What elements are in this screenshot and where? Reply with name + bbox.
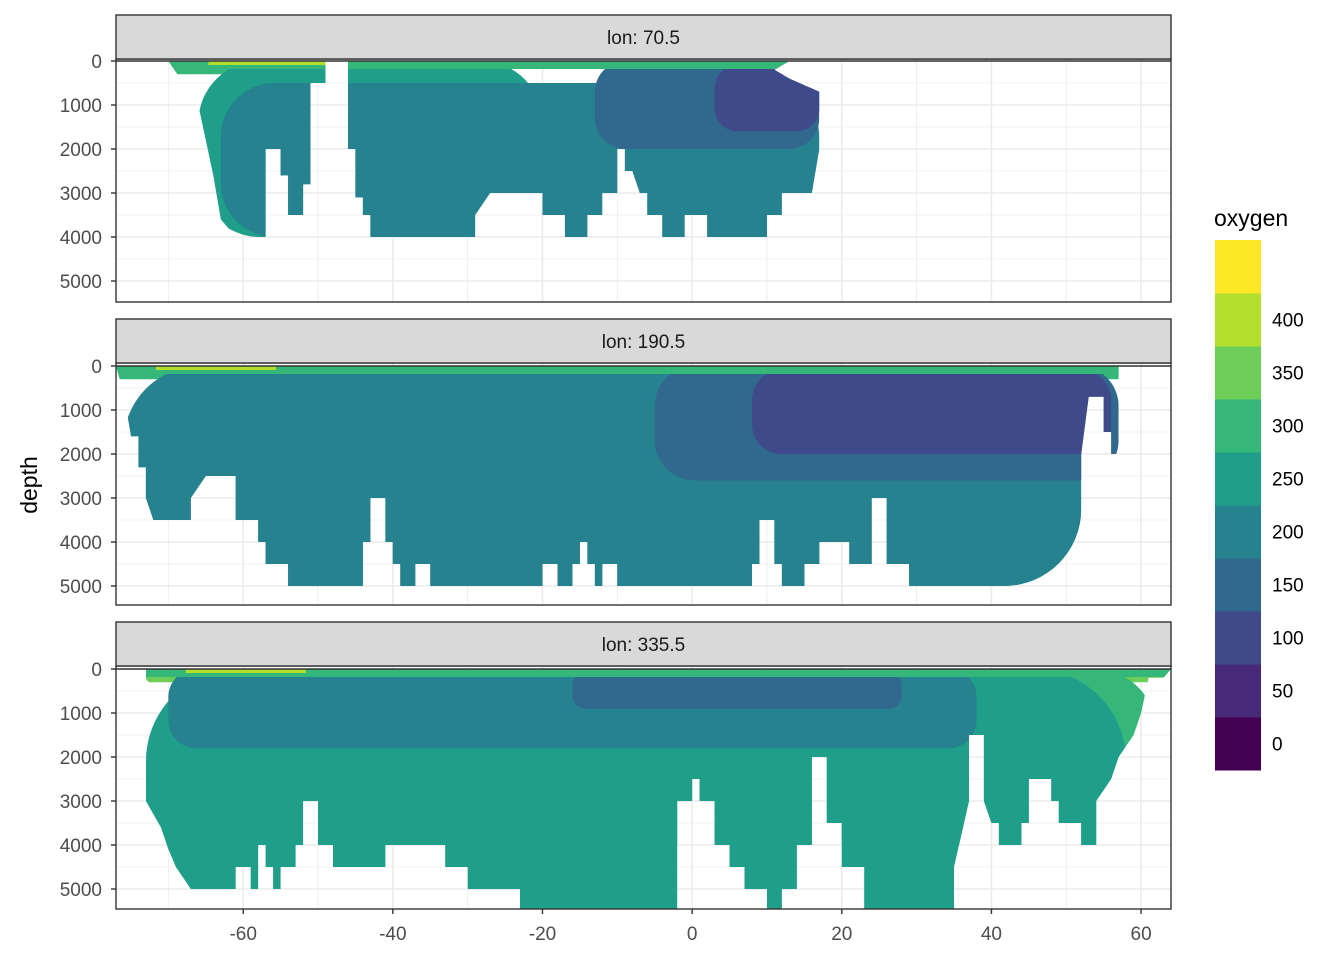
y-tick-label: 0 bbox=[91, 357, 102, 378]
y-tick-label: 3000 bbox=[60, 489, 102, 510]
facet-panel: lon: 190.5 0 1000 2000 3000 4000 5000 bbox=[60, 318, 1172, 606]
x-tick-label: 60 bbox=[1131, 924, 1152, 945]
legend-color-swatch bbox=[1215, 293, 1261, 347]
legend-color-swatch bbox=[1215, 717, 1261, 771]
legend-break-label: 350 bbox=[1272, 364, 1304, 385]
y-tick-label: 0 bbox=[91, 52, 102, 73]
x-tick-label: 20 bbox=[831, 924, 852, 945]
legend-color-swatch bbox=[1215, 664, 1261, 718]
facet-strip-label: lon: 70.5 bbox=[607, 28, 680, 49]
legend-color-swatch bbox=[1215, 505, 1261, 559]
legend-title: oxygen bbox=[1214, 205, 1288, 231]
x-tick-label: 40 bbox=[981, 924, 1002, 945]
x-tick-label: -20 bbox=[529, 924, 556, 945]
surface-oxygen-band bbox=[145, 669, 1171, 677]
y-tick-label: 4000 bbox=[60, 533, 102, 554]
oxygen-field bbox=[116, 366, 1142, 586]
legend-color-swatch bbox=[1215, 240, 1261, 294]
legend-break-label: 400 bbox=[1272, 311, 1304, 332]
x-tick-label: 0 bbox=[687, 924, 698, 945]
legend-color-swatch bbox=[1215, 452, 1261, 506]
x-axis: -60 -40 -20 0 20 40 60 bbox=[229, 909, 1152, 945]
x-tick-label: -40 bbox=[379, 924, 406, 945]
facet-panel: lon: 335.5 0 1000 2000 3000 4000 5000 bbox=[60, 621, 1172, 910]
oxygen-band bbox=[572, 673, 902, 709]
y-tick-label: 2000 bbox=[60, 748, 102, 769]
legend-break-label: 0 bbox=[1272, 735, 1283, 756]
facet-strip bbox=[115, 318, 1172, 364]
surface-oxygen-band bbox=[116, 366, 1142, 374]
y-tick-label: 2000 bbox=[60, 140, 102, 161]
legend-color-swatch bbox=[1215, 611, 1261, 665]
facet-strip-label: lon: 190.5 bbox=[602, 332, 685, 353]
surface-oxygen-band bbox=[208, 61, 329, 65]
x-tick-label: -60 bbox=[229, 924, 256, 945]
legend-break-label: 150 bbox=[1272, 576, 1304, 597]
surface-oxygen-band bbox=[168, 61, 842, 69]
oxygen-band bbox=[751, 370, 1112, 454]
y-tick-label: 4000 bbox=[60, 228, 102, 249]
surface-oxygen-band bbox=[185, 669, 306, 673]
y-tick-label: 2000 bbox=[60, 445, 102, 466]
y-tick-label: 4000 bbox=[60, 836, 102, 857]
facet-strip bbox=[115, 14, 1172, 60]
legend-break-label: 50 bbox=[1272, 682, 1293, 703]
legend-color-swatch bbox=[1215, 346, 1261, 400]
y-tick-label: 5000 bbox=[60, 577, 102, 598]
legend-break-label: 100 bbox=[1272, 629, 1304, 650]
legend: oxygen 0 50 100 150 200 250 300 350 400 bbox=[1214, 205, 1304, 771]
legend-break-label: 300 bbox=[1272, 417, 1304, 438]
legend-break-label: 200 bbox=[1272, 523, 1304, 544]
legend-color-swatch bbox=[1215, 558, 1261, 612]
facet-strip bbox=[115, 621, 1172, 667]
y-axis-title: depth bbox=[16, 456, 42, 514]
y-tick-label: 5000 bbox=[60, 272, 102, 293]
y-tick-label: 3000 bbox=[60, 184, 102, 205]
y-tick-label: 1000 bbox=[60, 96, 102, 117]
legend-color-swatch bbox=[1215, 399, 1261, 453]
y-tick-label: 0 bbox=[91, 660, 102, 681]
y-tick-label: 3000 bbox=[60, 792, 102, 813]
y-tick-label: 5000 bbox=[60, 880, 102, 901]
oxygen-band bbox=[714, 65, 820, 132]
y-tick-label: 1000 bbox=[60, 704, 102, 725]
legend-break-label: 250 bbox=[1272, 470, 1304, 491]
y-tick-label: 1000 bbox=[60, 401, 102, 422]
facet-panel: lon: 70.5 0 1000 2000 3000 4000 5000 bbox=[60, 14, 1172, 303]
surface-oxygen-band bbox=[156, 366, 276, 370]
facet-strip-label: lon: 335.5 bbox=[602, 635, 685, 656]
